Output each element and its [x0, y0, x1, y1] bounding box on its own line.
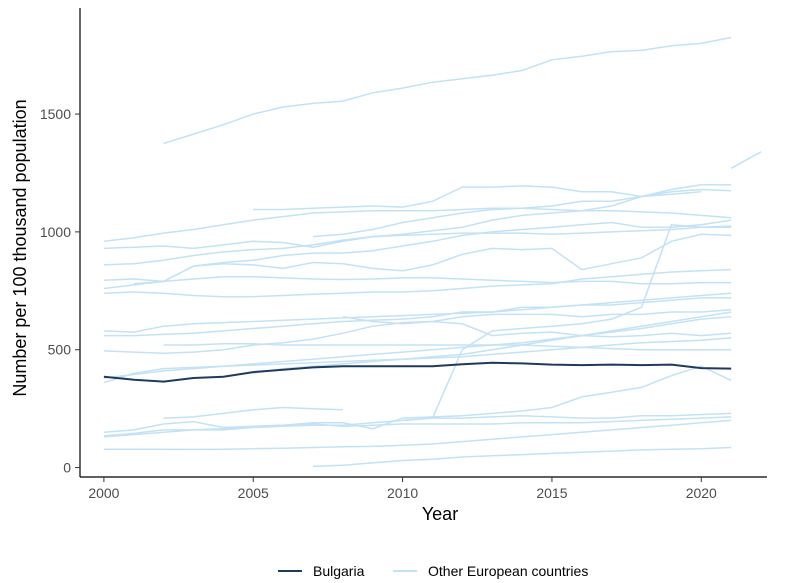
y-tick-label: 1500 — [40, 106, 71, 122]
series-line-other-5 — [312, 184, 732, 238]
series-line-other-10 — [103, 268, 732, 298]
x-tick-label: 2005 — [238, 485, 269, 501]
y-tick-label: 0 — [63, 460, 71, 476]
y-tick-label: 1000 — [40, 224, 71, 240]
series-line-other-12 — [103, 292, 732, 333]
series-line-other-19 — [342, 308, 732, 325]
series-line-other-23 — [103, 416, 732, 438]
series-line-other-4 — [253, 185, 732, 211]
series-line-other-11 — [133, 219, 732, 285]
x-tick-label: 2020 — [686, 485, 717, 501]
legend: Bulgaria Other European countries — [278, 563, 588, 579]
series-line-other-7 — [103, 225, 732, 266]
series-line-other-2 — [730, 151, 762, 169]
axes — [79, 8, 767, 478]
x-tick-label: 2000 — [88, 485, 119, 501]
series-line-other-13 — [103, 297, 732, 337]
series-line-other-6 — [103, 191, 702, 250]
legend-label-other: Other European countries — [428, 563, 588, 579]
x-tick-label: 2015 — [536, 485, 567, 501]
series-line-other-20 — [103, 365, 732, 433]
series-line-other-17 — [163, 343, 732, 351]
series-line-other-18 — [253, 311, 732, 375]
series-line-other-25 — [312, 446, 732, 468]
x-tick-label: 2010 — [387, 485, 418, 501]
series-line-other-1 — [163, 36, 732, 145]
series-line-bulgaria — [103, 361, 732, 383]
series-line-other-15 — [103, 315, 732, 379]
legend-label-bulgaria: Bulgaria — [313, 563, 365, 579]
y-axis-title: Number per 100 thousand population — [10, 99, 30, 396]
ticks: 2000 2005 2010 2015 2020 0 500 1000 1500 — [40, 106, 717, 501]
series-line-other-3 — [103, 207, 732, 243]
series-line-other-26 — [402, 224, 732, 422]
series-line-other-21 — [163, 406, 343, 419]
series-line-other-9 — [103, 275, 732, 290]
y-tick-label: 500 — [48, 342, 72, 358]
bulgaria-line-group — [103, 361, 732, 383]
x-axis-title: Year — [422, 504, 458, 524]
series-line-other-24 — [103, 419, 732, 451]
other-countries-lines — [103, 36, 762, 468]
